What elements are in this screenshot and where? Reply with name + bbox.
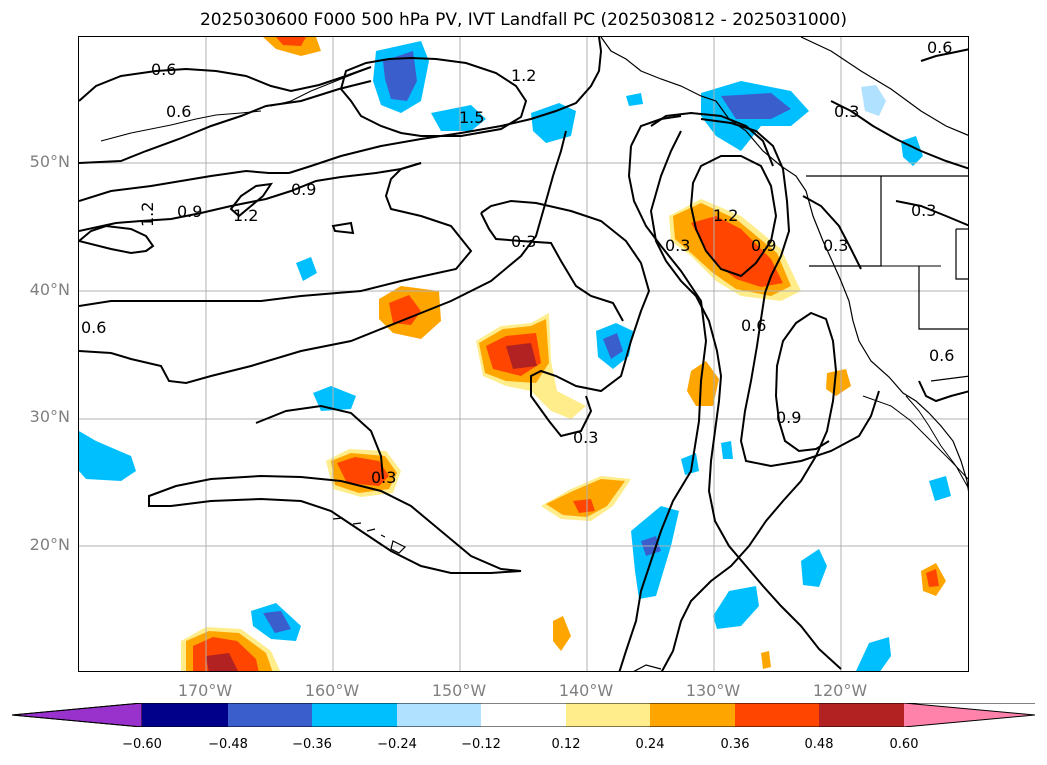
contour-label: 1.2 bbox=[511, 66, 536, 85]
contour-label: 0.3 bbox=[823, 236, 848, 255]
map-canvas: 0.6 0.6 1.2 0.9 1.2 0.9 1.2 1.5 0.3 0.6 … bbox=[79, 37, 968, 671]
colorbar-bin bbox=[566, 703, 650, 727]
colorbar-tick: −0.48 bbox=[208, 737, 248, 752]
coastlines bbox=[100, 37, 968, 671]
contour-label: 0.6 bbox=[81, 318, 106, 337]
colorbar-bin bbox=[397, 703, 481, 727]
colorbar-tick: 0.36 bbox=[720, 737, 750, 752]
contour-labels: 0.6 0.6 1.2 0.9 1.2 0.9 1.2 1.5 0.3 0.6 … bbox=[81, 38, 954, 487]
contour-label: 1.2 bbox=[713, 206, 738, 225]
colorbar-tick: 0.12 bbox=[551, 737, 581, 752]
contour-label: 1.2 bbox=[138, 202, 157, 227]
contour-label: 0.3 bbox=[511, 232, 536, 251]
contour-label: 0.9 bbox=[291, 180, 316, 199]
lat-label-50n: 50°N bbox=[29, 152, 70, 171]
contour-label: 0.6 bbox=[929, 346, 954, 365]
grid-lines bbox=[79, 37, 968, 671]
lon-label-120w: 120°W bbox=[812, 681, 868, 700]
colorbar-tick: −0.24 bbox=[377, 737, 417, 752]
contour-label: 0.6 bbox=[741, 316, 766, 335]
colorbar-tick: −0.12 bbox=[461, 737, 501, 752]
contour-label: 0.9 bbox=[177, 202, 202, 221]
colorbar-extend-high bbox=[904, 703, 1035, 727]
contour-label: 1.5 bbox=[459, 108, 484, 127]
pos-region-top bbox=[263, 37, 321, 56]
chart-title: 2025030600 F000 500 hPa PV, IVT Landfall… bbox=[199, 10, 847, 30]
map-panel: 0.6 0.6 1.2 0.9 1.2 0.9 1.2 1.5 0.3 0.6 … bbox=[78, 36, 969, 672]
colorbar-bin bbox=[228, 703, 312, 727]
colorbar-bin bbox=[650, 703, 735, 727]
lat-label-20n: 20°N bbox=[29, 535, 70, 554]
lon-label-130w: 130°W bbox=[685, 681, 741, 700]
contour-label: 0.6 bbox=[927, 38, 952, 57]
contour-label: 0.6 bbox=[166, 102, 191, 121]
contour-label: 0.3 bbox=[665, 236, 690, 255]
colorbar-tick: 0.48 bbox=[804, 737, 834, 752]
colorbar-bin bbox=[312, 703, 397, 727]
colorbar bbox=[12, 703, 1035, 727]
colorbar-tick: 0.24 bbox=[635, 737, 665, 752]
lon-label-160w: 160°W bbox=[304, 681, 360, 700]
colorbar-bin bbox=[481, 703, 566, 727]
contour-label: 0.3 bbox=[371, 468, 396, 487]
contour-label: 0.6 bbox=[151, 60, 176, 79]
contour-label: 0.3 bbox=[911, 201, 936, 220]
lon-label-150w: 150°W bbox=[431, 681, 487, 700]
colorbar-bin bbox=[735, 703, 819, 727]
lat-label-30n: 30°N bbox=[29, 407, 70, 426]
colorbar-bin bbox=[142, 703, 228, 727]
contour-label: 0.9 bbox=[776, 408, 801, 427]
contour-label: 1.2 bbox=[233, 206, 258, 225]
contour-label: 0.3 bbox=[573, 428, 598, 447]
contour-label: 0.9 bbox=[751, 236, 776, 255]
colorbar-extend-low bbox=[12, 703, 143, 727]
lon-label-170w: 170°W bbox=[177, 681, 233, 700]
pv-shading bbox=[79, 37, 951, 671]
colorbar-tick: −0.36 bbox=[292, 737, 332, 752]
colorbar-tick: 0.60 bbox=[889, 737, 919, 752]
lon-label-140w: 140°W bbox=[558, 681, 614, 700]
colorbar-tick: −0.60 bbox=[122, 737, 162, 752]
lat-label-40n: 40°N bbox=[29, 280, 70, 299]
contour-label: 0.3 bbox=[834, 102, 859, 121]
colorbar-bin bbox=[819, 703, 904, 727]
pv-contours bbox=[79, 37, 968, 671]
